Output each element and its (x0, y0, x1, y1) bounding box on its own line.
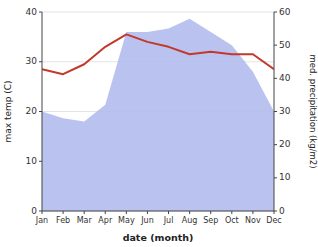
x-tick (126, 211, 127, 214)
y2-tick (274, 111, 277, 112)
x-tick (252, 211, 253, 214)
y2-tick-label: 10 (279, 172, 291, 182)
y-tick (39, 61, 42, 62)
y2-tick (274, 78, 277, 79)
y2-tick-label: 0 (279, 206, 285, 216)
y2-tick (274, 177, 277, 178)
x-tick-label: Dec (266, 216, 281, 225)
y-tick (39, 12, 42, 13)
x-tick (168, 211, 169, 214)
temperature-line (42, 34, 274, 74)
chart: 0 10 20 30 40 0 10 20 30 40 50 60 Jan Feb Mar Apr May Jun… (0, 0, 318, 247)
y2-tick-label: 20 (279, 139, 291, 149)
x-tick-label: Jun (140, 216, 154, 225)
y2-tick (274, 45, 277, 46)
x-tick (63, 211, 64, 214)
x-tick (210, 211, 211, 214)
x-tick-label: Feb (56, 216, 70, 225)
x-tick-label: May (118, 216, 135, 225)
y2-tick (274, 12, 277, 13)
y2-tick-label: 40 (279, 73, 291, 83)
y-tick (39, 111, 42, 112)
y2-tick-label: 60 (279, 7, 291, 17)
grid-line (42, 211, 274, 212)
x-tick-label: Apr (98, 216, 113, 225)
y-tick-label: 20 (26, 106, 38, 116)
x-axis-label: date (month) (123, 232, 194, 243)
x-tick (231, 211, 232, 214)
y-tick-label: 0 (31, 206, 37, 216)
y2-tick-label: 50 (279, 40, 291, 50)
x-tick-label: Nov (245, 216, 261, 225)
y-tick-label: 40 (26, 7, 38, 17)
x-tick-label: Oct (225, 216, 239, 225)
x-tick (105, 211, 106, 214)
y-tick-label: 10 (26, 156, 38, 166)
marks (42, 19, 274, 211)
x-tick (42, 211, 43, 214)
x-tick (147, 211, 148, 214)
x-tick-label: Jan (35, 216, 48, 225)
x-axis-line (42, 211, 274, 212)
x-tick-label: Sep (203, 216, 218, 225)
y2-axis-label: med. precipitation (kg/m2) (308, 54, 318, 168)
grid-line (42, 12, 274, 13)
y-tick-label: 30 (26, 56, 38, 66)
x-tick (84, 211, 85, 214)
x-tick-label: Jul (163, 216, 174, 225)
y2-tick-label: 30 (279, 106, 291, 116)
x-tick-label: Mar (77, 216, 93, 225)
x-tick-label: Aug (182, 216, 198, 225)
y2-tick (274, 144, 277, 145)
y-axis-label: max temp (C) (3, 80, 13, 142)
precipitation-area (42, 19, 274, 211)
y-tick (39, 161, 42, 162)
x-tick (274, 211, 275, 214)
x-tick (189, 211, 190, 214)
